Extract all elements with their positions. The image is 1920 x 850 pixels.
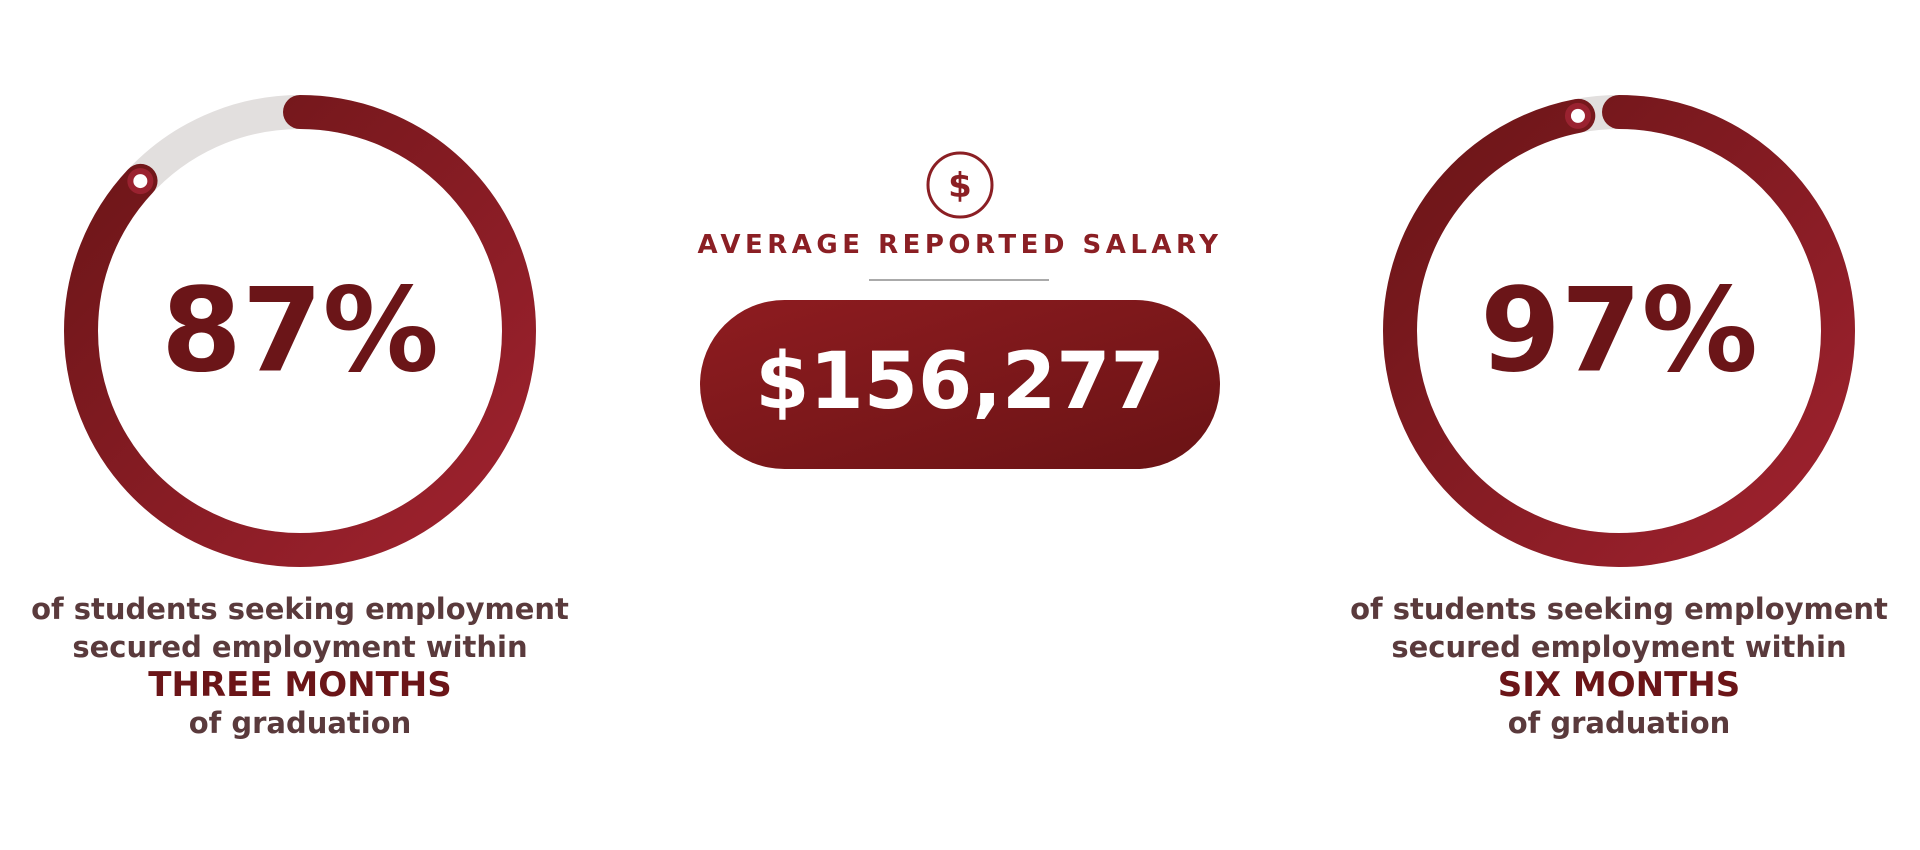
ring-end-dot [127, 168, 154, 195]
caption-emphasis: THREE MONTHS [148, 665, 451, 705]
salary-icon-circle [926, 151, 994, 219]
salary-value: $156,277 [755, 337, 1165, 427]
percent-label: 87% [161, 264, 439, 399]
salary-block: $ AVERAGE REPORTED SALARY $156,277 [698, 151, 1223, 469]
caption-line: secured employment within [72, 630, 527, 664]
salary-title: AVERAGE REPORTED SALARY [698, 230, 1223, 260]
caption-line: of students seeking employment [31, 592, 569, 626]
caption-emphasis: SIX MONTHS [1498, 665, 1741, 705]
percent-label: 97% [1480, 264, 1758, 399]
caption-line: of students seeking employment [1350, 592, 1888, 626]
ring-end-dot [1564, 102, 1591, 129]
ring-progress [1383, 95, 1855, 567]
salary-pill [700, 300, 1220, 469]
caption-tail: of graduation [189, 706, 412, 740]
caption-tail: of graduation [1508, 706, 1731, 740]
salary-icon: $ [948, 166, 972, 206]
caption-line: secured employment within [1391, 630, 1846, 664]
ring-progress [64, 95, 536, 567]
